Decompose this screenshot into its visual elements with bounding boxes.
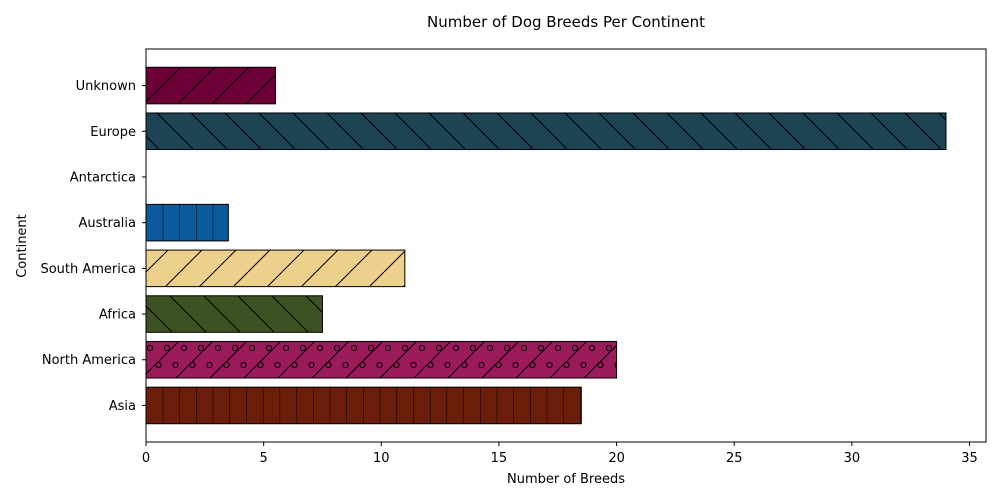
y-tick-label-north-america: North America	[42, 353, 136, 368]
bar-africa	[145, 295, 323, 333]
y-tick-label-unknown: Unknown	[76, 79, 136, 94]
x-tick-label-35: 35	[961, 451, 978, 466]
bar-north-america	[145, 340, 618, 379]
bar-asia	[145, 386, 582, 425]
y-axis-ticks: Asia North America Africa South America Aust…	[40, 79, 146, 414]
y-axis-label: Continent	[15, 214, 30, 278]
y-tick-label-australia: Australia	[78, 216, 136, 231]
y-tick-label-asia: Asia	[109, 399, 136, 414]
y-tick-label-africa: Africa	[99, 308, 136, 323]
x-tick-label-30: 30	[844, 451, 861, 466]
y-tick-label-europe: Europe	[90, 125, 136, 140]
bar-south-america	[145, 249, 406, 288]
plot-area-frame	[145, 48, 987, 443]
bar-unknown	[145, 66, 276, 105]
y-tick-label-antarctica: Antarctica	[70, 170, 136, 185]
x-tick-label-0: 0	[142, 451, 150, 466]
x-tick-label-10: 10	[373, 451, 390, 466]
x-tick-label-15: 15	[491, 451, 508, 466]
x-tick-label-20: 20	[608, 451, 625, 466]
x-tick-label-25: 25	[726, 451, 743, 466]
x-axis-ticks: 0 5 10 15 20 25 30 35	[142, 442, 978, 466]
bar-australia	[145, 203, 229, 242]
x-tick-label-5: 5	[260, 451, 268, 466]
bars	[145, 66, 947, 425]
y-tick-label-south-america: South America	[40, 262, 136, 277]
x-axis-label: Number of Breeds	[507, 472, 625, 487]
bar-europe	[145, 112, 947, 151]
chart-title: Number of Dog Breeds Per Continent	[427, 13, 705, 31]
